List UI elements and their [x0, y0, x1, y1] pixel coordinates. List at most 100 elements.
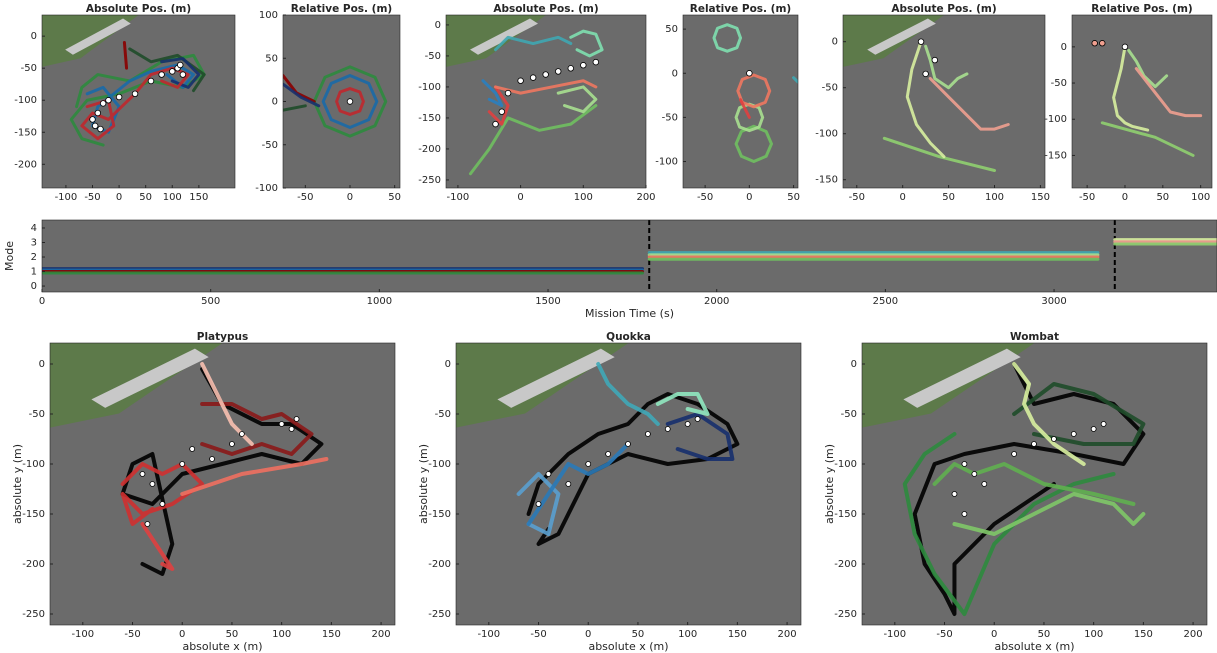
trajectory	[792, 76, 798, 84]
y-tick-label: 0	[31, 281, 37, 292]
trajectory	[712, 23, 742, 53]
x-tick-label: 150	[728, 629, 747, 640]
waypoint	[684, 421, 691, 427]
x-tick-label: 1000	[367, 296, 392, 307]
y-tick-label: -100	[14, 95, 37, 106]
waypoint	[1121, 43, 1129, 51]
x-tick-label: 0	[899, 192, 905, 203]
waypoint	[625, 441, 631, 447]
plot-content	[1091, 40, 1203, 157]
plot-frame	[445, 14, 647, 189]
waypoint	[99, 100, 107, 107]
x-tick-label: 2000	[704, 296, 729, 307]
waypoint	[288, 426, 295, 432]
y-tick-label: 1	[31, 267, 37, 278]
waypoint	[177, 61, 184, 69]
plot-content	[862, 343, 1146, 616]
waypoint	[144, 521, 151, 527]
trajectory	[596, 362, 660, 426]
y-tick-label: -50	[425, 51, 441, 62]
x-tick-label: 150	[1134, 629, 1153, 640]
waypoint	[492, 120, 499, 128]
waypoint	[542, 71, 549, 78]
x-tick-label: 200	[636, 192, 655, 203]
y-axis-label: absolute y (m)	[823, 444, 836, 524]
x-tick-label: 2500	[873, 296, 898, 307]
plot-content	[42, 15, 206, 147]
x-tick-label: 1500	[535, 296, 560, 307]
waypoint	[565, 481, 572, 487]
waypoint	[585, 461, 592, 467]
x-tick-label: 50	[632, 629, 645, 640]
trajectory	[882, 136, 996, 173]
trajectory	[924, 44, 969, 90]
x-tick-label: 3000	[1041, 296, 1066, 307]
waypoint	[535, 501, 542, 507]
waypoint	[1031, 441, 1037, 447]
waypoint	[189, 446, 196, 452]
x-tick-label: 100	[163, 192, 182, 203]
y-tick-label: -100	[22, 459, 45, 470]
trajectory	[481, 79, 504, 108]
trajectory	[85, 63, 196, 134]
panel-title: Absolute Pos. (m)	[493, 3, 598, 15]
waypoint	[498, 108, 505, 115]
trajectory	[1012, 382, 1146, 446]
waypoint	[504, 89, 512, 97]
plot-frame	[1071, 14, 1213, 189]
waypoint	[1091, 40, 1098, 47]
aerial-building	[470, 18, 538, 55]
y-tick-label: 0	[851, 359, 857, 370]
y-tick-label: -200	[834, 559, 857, 570]
waypoint	[592, 58, 600, 66]
y-tick-label: -100	[1044, 114, 1067, 125]
plot-content	[843, 15, 1010, 173]
y-tick-label: -100	[255, 183, 278, 194]
trajectory	[128, 47, 206, 93]
trajectory	[160, 57, 201, 89]
y-tick-label: 0	[1061, 42, 1067, 53]
x-tick-label: 50	[942, 192, 955, 203]
aerial-building	[867, 18, 936, 55]
trajectory	[952, 492, 1146, 536]
trajectory	[494, 35, 573, 52]
waypoint	[115, 93, 123, 101]
x-tick-label: 100	[1084, 629, 1103, 640]
x-tick-label: -100	[883, 629, 906, 640]
y-tick-label: -50	[29, 409, 45, 420]
x-tick-label: 0	[517, 192, 523, 203]
y-tick-label: -150	[22, 509, 45, 520]
panel-title: Platypus	[197, 331, 249, 343]
x-tick-label: -100	[447, 192, 470, 203]
x-axis-label: absolute x (m)	[994, 640, 1074, 653]
x-tick-label: -100	[55, 192, 78, 203]
panel-title: Absolute Pos. (m)	[86, 3, 191, 15]
y-tick-label: -50	[662, 112, 678, 123]
y-tick-label: -50	[435, 409, 451, 420]
aerial-building	[497, 348, 615, 408]
x-tick-label: 100	[678, 629, 697, 640]
x-tick-label: 0	[991, 629, 997, 640]
waypoint	[545, 471, 552, 477]
x-tick-label: -50	[936, 629, 952, 640]
waypoint	[664, 426, 671, 432]
waypoint	[94, 109, 102, 117]
x-tick-label: 0	[746, 192, 752, 203]
trajectory	[321, 74, 379, 129]
y-tick-label: 0	[435, 20, 441, 31]
waypoint	[169, 68, 176, 75]
x-tick-label: 50	[226, 629, 239, 640]
x-tick-label: -50	[1079, 192, 1095, 203]
plot-frame	[861, 342, 1208, 626]
plot-content	[283, 65, 388, 138]
x-tick-label: 150	[1031, 192, 1050, 203]
trajectory	[283, 82, 321, 108]
y-tick-label: 50	[665, 24, 678, 35]
y-tick-label: -250	[22, 609, 45, 620]
trajectory	[494, 79, 598, 95]
plot-content	[446, 15, 604, 176]
x-tick-label: 100	[574, 192, 593, 203]
y-tick-label: 0	[445, 359, 451, 370]
y-tick-label: 2	[31, 252, 37, 263]
x-tick-label: 100	[1191, 192, 1210, 203]
